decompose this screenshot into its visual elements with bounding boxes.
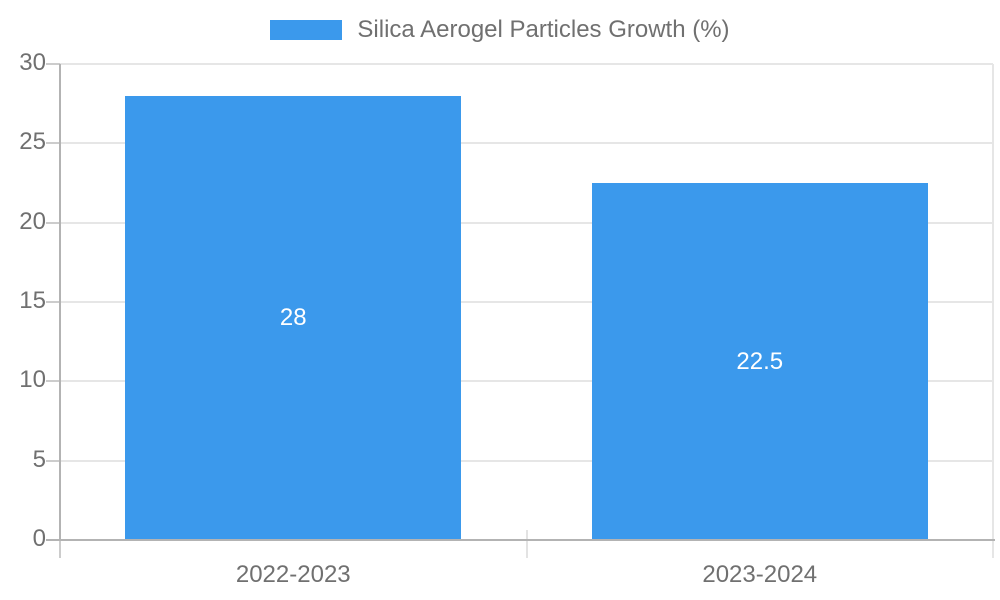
bar[interactable] bbox=[591, 183, 928, 540]
y-axis-tick bbox=[46, 459, 60, 462]
y-axis-tick-label: 15 bbox=[19, 287, 46, 315]
y-axis-tick-label: 10 bbox=[19, 366, 46, 394]
y-axis-tick-label: 25 bbox=[19, 128, 46, 156]
bar[interactable] bbox=[125, 95, 462, 540]
bar-value-label: 28 bbox=[279, 303, 307, 331]
y-axis-tick bbox=[46, 301, 60, 303]
legend-label: Silica Aerogel Particles Growth (%) bbox=[357, 16, 730, 43]
plot-right-border bbox=[992, 64, 994, 558]
y-axis-tick bbox=[46, 63, 60, 65]
y-axis-tick-label: 5 bbox=[32, 445, 46, 473]
chart-legend: Silica Aerogel Particles Growth (%) bbox=[0, 16, 1000, 44]
y-axis-baseline-tick bbox=[59, 540, 61, 558]
y-gridline bbox=[60, 63, 993, 65]
y-gridline bbox=[60, 301, 993, 303]
legend-color-swatch bbox=[270, 20, 343, 40]
x-axis-category-label: 2022-2023 bbox=[235, 561, 351, 588]
y-axis-line bbox=[59, 64, 61, 540]
x-axis-baseline bbox=[46, 539, 995, 541]
y-axis-tick bbox=[46, 221, 60, 224]
y-axis-tick bbox=[46, 380, 60, 383]
y-gridline bbox=[60, 459, 993, 462]
bar-value-label: 22.5 bbox=[736, 347, 784, 375]
y-gridline bbox=[60, 221, 993, 224]
y-gridline bbox=[60, 380, 993, 383]
category-divider-tick bbox=[525, 530, 528, 558]
y-axis-tick-label: 20 bbox=[19, 207, 46, 235]
x-axis-category-label: 2023-2024 bbox=[702, 561, 818, 588]
y-gridline bbox=[60, 142, 993, 145]
y-axis-tick bbox=[46, 142, 60, 145]
y-axis-tick-label: 30 bbox=[19, 49, 46, 77]
y-axis-tick-label: 0 bbox=[32, 525, 46, 553]
